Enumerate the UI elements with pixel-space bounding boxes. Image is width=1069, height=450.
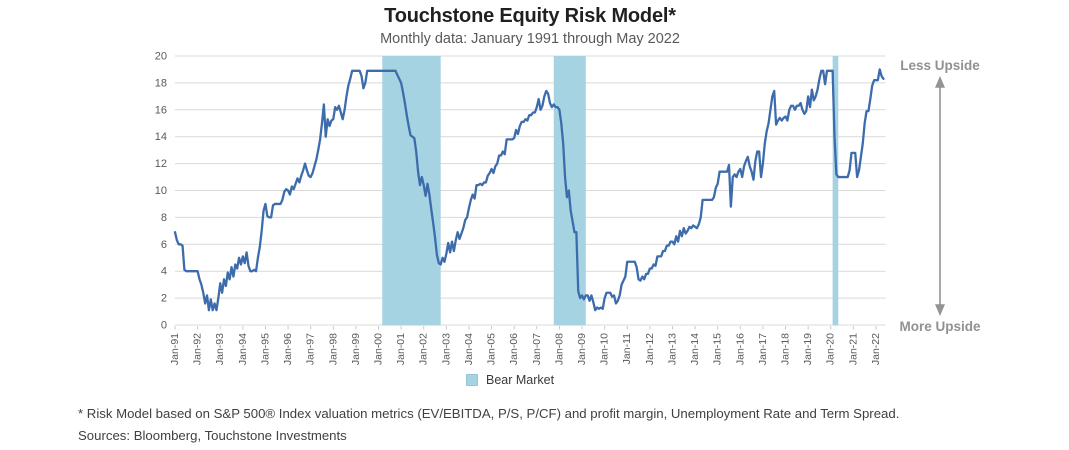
x-tick-label: Jan-94 xyxy=(237,333,249,365)
x-axis-labels: Jan-91 Jan-92 Jan-93 Jan-94 Jan-95 Jan-96 Jan-… xyxy=(169,326,882,365)
y-tick-label: 10 xyxy=(155,185,167,197)
x-tick-label: Jan-15 xyxy=(712,333,724,365)
x-tick-label: Jan-17 xyxy=(757,333,769,365)
y-tick-label: 14 xyxy=(155,131,167,143)
chart-subtitle: Monthly data: January 1991 through May 2… xyxy=(380,31,680,47)
risk-model-series-line xyxy=(173,68,885,312)
y-tick-label: 2 xyxy=(161,293,167,305)
bear-market-band xyxy=(832,56,839,326)
x-tick-label: Jan-03 xyxy=(440,333,452,365)
x-tick-label: Jan-91 xyxy=(169,333,181,365)
more-upside-label: More Upside xyxy=(899,319,981,334)
y-tick-label: 12 xyxy=(155,158,167,170)
x-tick-label: Jan-98 xyxy=(327,333,339,365)
y-tick-label: 8 xyxy=(161,212,167,224)
x-tick-label: Jan-01 xyxy=(395,333,407,365)
y-tick-label: 0 xyxy=(161,320,167,332)
x-tick-label: Jan-05 xyxy=(486,333,498,365)
x-tick-label: Jan-95 xyxy=(259,333,271,365)
double-arrow-icon xyxy=(935,76,945,316)
x-tick-label: Jan-20 xyxy=(825,333,837,365)
x-tick-label: Jan-02 xyxy=(418,333,430,365)
less-upside-label: Less Upside xyxy=(900,58,980,73)
x-tick-label: Jan-16 xyxy=(734,333,746,365)
sources-text: Sources: Bloomberg, Touchstone Investmen… xyxy=(78,428,347,443)
x-tick-label: Jan-22 xyxy=(870,333,882,365)
x-tick-label: Jan-06 xyxy=(508,333,520,365)
bear-market-band xyxy=(382,56,441,326)
footnote-text: * Risk Model based on S&P 500® Index val… xyxy=(78,406,900,421)
x-tick-label: Jan-12 xyxy=(644,333,656,365)
x-tick-label: Jan-00 xyxy=(373,333,385,365)
upside-annotation: Less Upside More Upside xyxy=(893,58,987,334)
x-tick-label: Jan-21 xyxy=(847,333,859,365)
chart-legend: Bear Market xyxy=(466,373,554,387)
x-tick-label: Jan-14 xyxy=(689,333,701,365)
chart-title: Touchstone Equity Risk Model* xyxy=(384,5,676,27)
x-tick-label: Jan-93 xyxy=(214,333,226,365)
x-tick-label: Jan-97 xyxy=(305,333,317,365)
x-tick-label: Jan-99 xyxy=(350,333,362,365)
x-tick-label: Jan-10 xyxy=(599,333,611,365)
x-tick-label: Jan-09 xyxy=(576,333,588,365)
y-tick-label: 20 xyxy=(155,51,167,63)
x-tick-label: Jan-92 xyxy=(192,333,204,365)
chart-header: Touchstone Equity Risk Model* Monthly da… xyxy=(175,4,885,49)
bear-market-legend-label: Bear Market xyxy=(486,373,555,387)
x-tick-label: Jan-18 xyxy=(780,333,792,365)
x-tick-label: Jan-13 xyxy=(666,333,678,365)
x-tick-label: Jan-19 xyxy=(802,333,814,365)
bear-market-bands xyxy=(382,56,839,326)
x-tick-label: Jan-07 xyxy=(531,333,543,365)
y-tick-label: 16 xyxy=(155,104,167,116)
y-tick-label: 4 xyxy=(161,266,167,278)
x-tick-label: Jan-11 xyxy=(621,333,633,364)
x-tick-label: Jan-04 xyxy=(463,333,475,365)
x-tick-label: Jan-08 xyxy=(553,333,565,365)
y-tick-label: 6 xyxy=(161,239,167,251)
y-tick-label: 18 xyxy=(155,77,167,89)
gridlines xyxy=(175,55,886,326)
x-tick-label: Jan-96 xyxy=(282,333,294,365)
y-axis-labels: 0 2 4 6 8 10 12 14 16 18 20 xyxy=(155,51,167,332)
bear-market-swatch-icon xyxy=(466,374,478,386)
